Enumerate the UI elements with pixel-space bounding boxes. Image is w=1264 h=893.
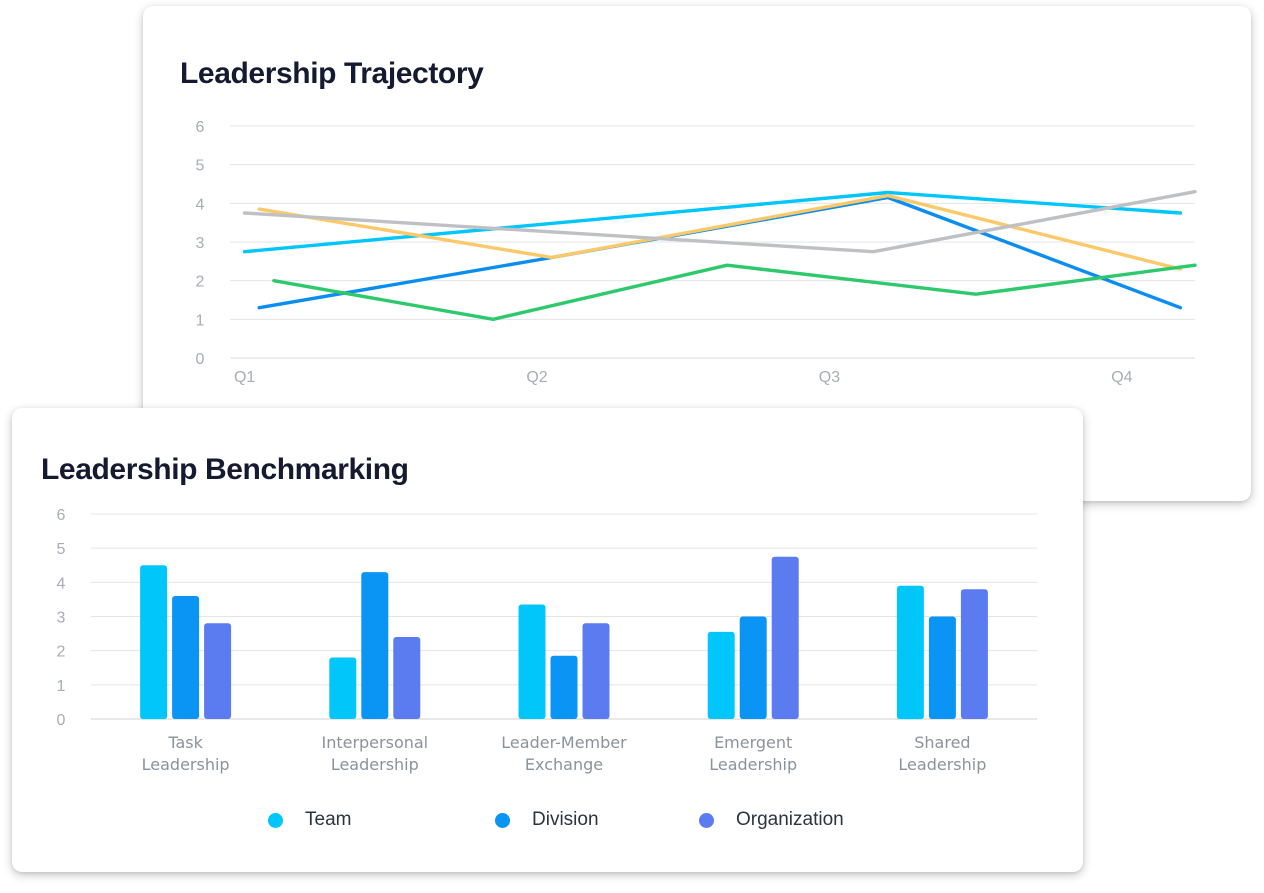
y-tick-label: 6 xyxy=(57,507,66,524)
y-tick-label: 2 xyxy=(196,274,205,291)
x-tick-label: Q1 xyxy=(234,369,255,386)
legend-swatch xyxy=(495,812,510,828)
series-line xyxy=(242,190,1183,254)
x-tick-label: Q3 xyxy=(819,369,840,386)
bar-organization xyxy=(960,589,988,719)
series-line xyxy=(242,189,1197,254)
series-line xyxy=(272,263,1197,321)
legend-label: Team xyxy=(305,809,352,830)
x-tick-label: Q2 xyxy=(526,369,547,386)
y-tick-label: 5 xyxy=(196,158,205,175)
category-label: Interpersonal xyxy=(321,733,428,752)
y-tick-label: 5 xyxy=(57,541,66,558)
category-label: Exchange xyxy=(525,755,603,774)
trajectory-line-chart: 0 1 2 3 4 5 6 Q1 Q2 Q3 Q4 xyxy=(196,119,1197,386)
y-tick-label: 6 xyxy=(196,119,205,136)
y-tick-label: 3 xyxy=(196,235,205,252)
category-label: Leadership xyxy=(331,755,419,774)
category-label: Leadership xyxy=(142,755,230,774)
bar-organization xyxy=(771,556,799,719)
legend-item-organization: Organization xyxy=(699,806,844,834)
legend-item-team: Team xyxy=(268,806,351,834)
legend-swatch xyxy=(268,812,283,828)
y-tick-label: 4 xyxy=(57,575,66,592)
benchmarking-title: Leadership Benchmarking xyxy=(41,453,409,486)
category-label: Task xyxy=(167,733,203,752)
legend-label: Organization xyxy=(736,809,844,830)
legend-swatch xyxy=(699,812,714,828)
bar-organization xyxy=(204,623,232,719)
y-tick-label: 0 xyxy=(196,351,205,368)
category-label: Leadership xyxy=(898,755,986,774)
legend-item-division: Division xyxy=(495,806,599,834)
bar-team xyxy=(140,565,168,720)
trajectory-title: Leadership Trajectory xyxy=(180,57,484,90)
category-label: Emergent xyxy=(714,733,792,752)
legend-label: Division xyxy=(532,809,599,830)
bar-team xyxy=(896,585,924,720)
y-tick-label: 1 xyxy=(57,678,66,695)
bar-organization xyxy=(582,623,610,719)
bar-team xyxy=(707,631,735,719)
bar-organization xyxy=(393,637,421,719)
y-tick-label: 0 xyxy=(57,712,66,729)
bar-team xyxy=(329,657,357,719)
category-label: Shared xyxy=(914,733,970,752)
y-tick-label: 2 xyxy=(57,644,66,661)
bar-division xyxy=(739,616,767,719)
series-line xyxy=(257,193,1183,271)
category-label: Leader-Member xyxy=(501,733,627,752)
leadership-benchmarking-card: Leadership Benchmarking 0 1 2 3 4 5 6 Task Leade… xyxy=(12,408,1083,872)
category-label: Leadership xyxy=(709,755,797,774)
y-tick-label: 1 xyxy=(196,312,205,329)
bar-division xyxy=(550,655,578,719)
y-tick-label: 4 xyxy=(196,196,205,213)
bar-division xyxy=(928,616,956,719)
benchmarking-bar-chart: 0 1 2 3 4 5 6 Task Leadership Interpersonal Leader… xyxy=(57,507,1037,774)
series-line xyxy=(257,195,1183,310)
bar-team xyxy=(518,604,546,719)
x-tick-label: Q4 xyxy=(1111,369,1132,386)
y-tick-label: 3 xyxy=(57,610,66,627)
bar-division xyxy=(172,596,200,719)
bar-division xyxy=(361,572,389,719)
benchmarking-legend: Team Division Organization xyxy=(12,806,1083,834)
